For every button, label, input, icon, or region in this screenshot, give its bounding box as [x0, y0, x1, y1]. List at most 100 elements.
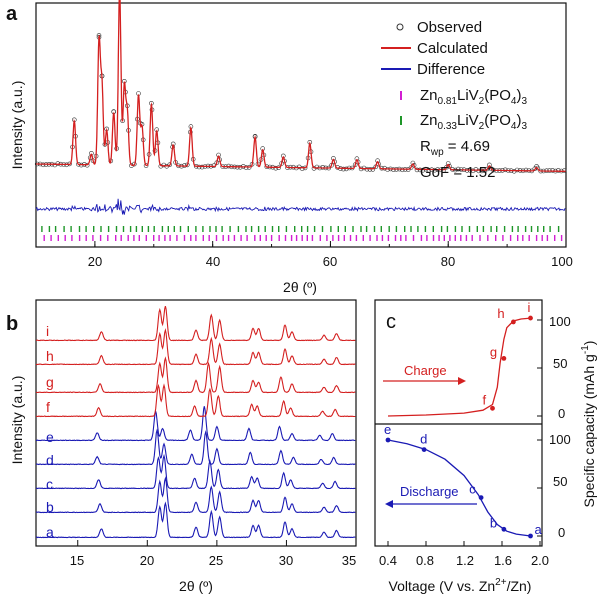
panel-c-xtick: 1.2: [456, 553, 474, 568]
discharge-point-c: [478, 495, 484, 500]
panel-b-x-ticks: [77, 540, 287, 546]
observed-point: [555, 168, 561, 173]
panel-c-ylabel: Specific capacity (mAh g-1): [580, 341, 597, 508]
discharge-point-b-label: b: [490, 515, 497, 530]
observed-point: [485, 166, 491, 172]
pattern-i-label: i: [46, 323, 49, 339]
pattern-f-label: f: [46, 399, 50, 415]
discharge-curve: [387, 439, 531, 537]
observed-point: [40, 162, 46, 168]
observed-point: [199, 164, 205, 170]
discharge-point-d: [421, 447, 427, 452]
observed-point: [196, 164, 202, 170]
observed-point: [420, 167, 426, 173]
calculated-line: [36, 0, 566, 172]
observed-point: [550, 168, 555, 173]
legend-phase1: Zn0.81LiV2(PO4)3: [420, 87, 527, 107]
difference-line: [35, 198, 566, 215]
pattern-d-line: [36, 428, 356, 466]
legend-observed: Observed: [417, 19, 482, 36]
observed-point: [476, 168, 482, 174]
pattern-c-label: c: [46, 476, 53, 492]
panel-b-xtick: 35: [342, 553, 356, 568]
observed-point: [479, 168, 485, 174]
charge-point-g: [501, 356, 507, 361]
panel-b-label: b: [6, 313, 18, 335]
pattern-b-line: [36, 476, 356, 514]
observed-point: [473, 167, 479, 172]
charge-point-g-label: g: [490, 344, 497, 359]
observed-point: [441, 168, 446, 173]
rwp-label: Rwp = 4.69: [420, 138, 490, 158]
observed-peak-point: [534, 164, 539, 169]
panel-a-ylabel: Intensity (a.u.): [9, 81, 25, 170]
pattern-a-label: a: [46, 524, 54, 540]
charge-point-i: [528, 315, 533, 321]
panel-a-xtick: 80: [441, 254, 455, 269]
charge-point-h-label: h: [497, 306, 504, 321]
pattern-a-line: [36, 501, 356, 539]
discharge-point-e: [385, 437, 391, 443]
observed-point: [273, 165, 279, 171]
panel-a-xtick: 60: [323, 254, 337, 269]
panel-b-xtick: 25: [209, 553, 223, 568]
observed-point: [161, 162, 167, 168]
observed-peak-point: [445, 161, 451, 166]
observed-point: [52, 162, 58, 168]
pattern-e-line: [35, 406, 356, 442]
observed-point: [314, 164, 320, 170]
observed-point: [470, 168, 476, 174]
panel-c-xtick: 1.6: [494, 553, 512, 568]
observed-point: [502, 167, 508, 173]
panel-a-frame: [35, 2, 567, 248]
panel-c-ytick: 50: [553, 474, 567, 489]
pattern-b-label: b: [46, 499, 54, 515]
observed-point: [132, 161, 137, 167]
legend-observed-marker: [396, 23, 404, 31]
observed-point: [444, 164, 449, 170]
panel-b-ylabel: Intensity (a.u.): [9, 376, 25, 465]
observed-point: [143, 163, 149, 168]
panel-b-xtick: 30: [279, 553, 293, 568]
panel-b-frame: [35, 299, 357, 547]
panel-c-ytick: 50: [553, 356, 567, 371]
panel-c-label: c: [386, 311, 396, 333]
panel-c-frame: [374, 299, 543, 547]
panel-c-xtick: 0.4: [379, 553, 397, 568]
panel-c-xlabel: Voltage (V vs. Zn2+/Zn): [389, 577, 532, 594]
panel-b-xtick: 15: [70, 553, 84, 568]
pattern-h-line: [35, 328, 356, 366]
pattern-i-line: [35, 305, 356, 342]
observed-point: [391, 167, 396, 172]
pattern-g-label: g: [46, 374, 54, 390]
observed-point: [523, 167, 529, 173]
observed-point: [426, 167, 432, 173]
gof-label: GoF = 1.52: [420, 164, 495, 181]
panel-c-xtick: 2.0: [531, 553, 549, 568]
discharge-label: Discharge: [400, 484, 459, 499]
panel-c-ytick: 100: [549, 432, 571, 447]
observed-point: [167, 162, 172, 167]
discharge-point-a-label: a: [535, 522, 543, 537]
pattern-e-label: e: [46, 429, 54, 445]
panel-a-xtick: 40: [206, 254, 220, 269]
discharge-point-b: [501, 526, 507, 532]
legend-phase2: Zn0.33LiV2(PO4)3: [420, 112, 527, 132]
observed-point: [243, 165, 249, 170]
pattern-d-label: d: [46, 452, 54, 468]
panel-a-xtick: 100: [551, 254, 573, 269]
charge-arrowhead: [458, 377, 466, 385]
observed-point: [367, 167, 373, 172]
pattern-g-line: [35, 356, 356, 394]
panel-a-label: a: [6, 3, 18, 25]
charge-label: Charge: [404, 363, 447, 378]
panel-a-x-ticks: [35, 241, 567, 247]
panel-b-xlabel: 2θ (º): [179, 578, 213, 594]
panel-c-ytick: 0: [558, 525, 565, 540]
panel-c-ytick: 100: [549, 314, 571, 329]
observed-point: [341, 166, 346, 172]
pattern-f-line: [35, 383, 356, 418]
observed-point: [399, 167, 405, 173]
legend-difference: Difference: [417, 61, 485, 78]
